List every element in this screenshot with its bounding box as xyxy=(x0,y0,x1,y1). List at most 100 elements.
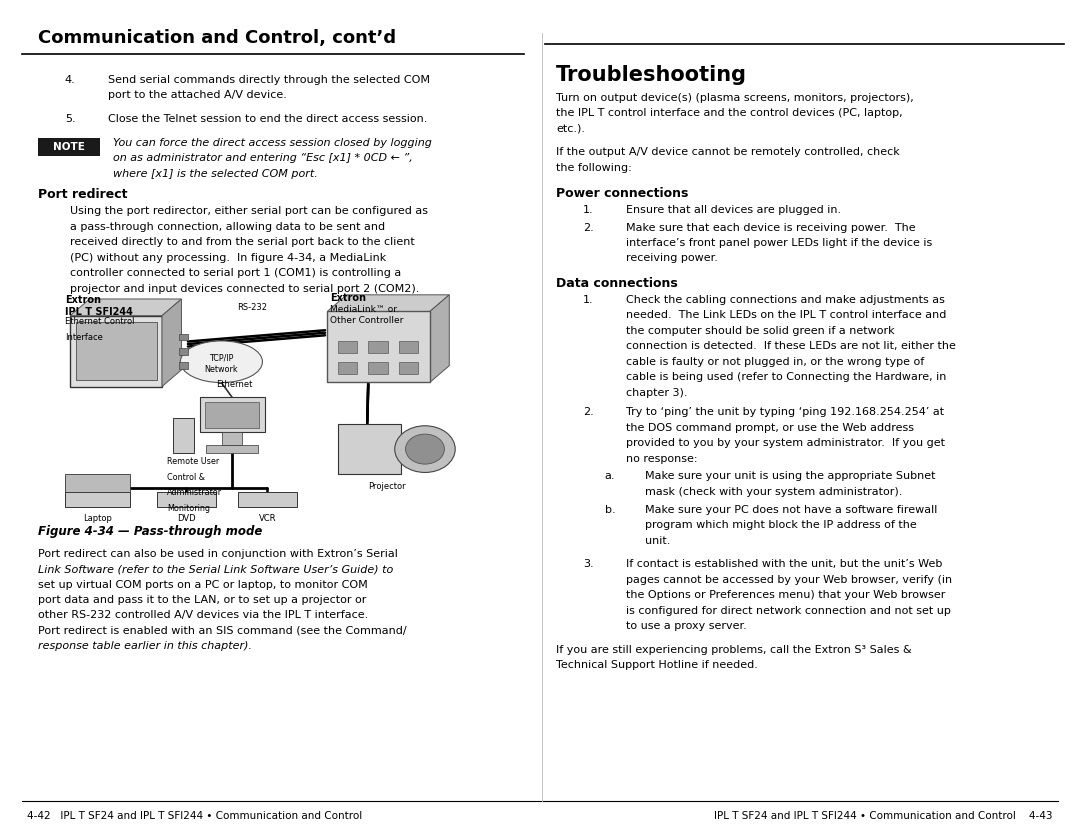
Text: If contact is established with the unit, but the unit’s Web: If contact is established with the unit,… xyxy=(626,560,943,570)
Text: IPL T SF24 and IPL T SFI244 • Communication and Control    4-43: IPL T SF24 and IPL T SFI244 • Communicat… xyxy=(715,811,1053,821)
Text: Other Controller: Other Controller xyxy=(330,315,404,324)
Bar xyxy=(338,424,402,474)
Text: port to the attached A/V device.: port to the attached A/V device. xyxy=(108,90,287,100)
Polygon shape xyxy=(162,299,181,386)
Text: Make sure your PC does not have a software firewall: Make sure your PC does not have a softwa… xyxy=(645,505,937,515)
Bar xyxy=(65,492,130,507)
Text: set up virtual COM ports on a PC or laptop, to monitor COM: set up virtual COM ports on a PC or lapt… xyxy=(38,580,367,590)
Text: a.: a. xyxy=(605,471,616,481)
Text: If you are still experiencing problems, call the Extron S³ Sales &: If you are still experiencing problems, … xyxy=(556,645,912,655)
Polygon shape xyxy=(430,294,449,382)
Text: etc.).: etc.). xyxy=(556,123,585,133)
Text: chapter 3).: chapter 3). xyxy=(626,388,688,398)
Text: 4.: 4. xyxy=(65,75,76,85)
Text: connection is detected.  If these LEDs are not lit, either the: connection is detected. If these LEDs ar… xyxy=(626,341,956,351)
Text: RS-232: RS-232 xyxy=(238,303,268,312)
Text: Try to ‘ping’ the unit by typing ‘ping 192.168.254.254’ at: Try to ‘ping’ the unit by typing ‘ping 1… xyxy=(626,407,945,417)
Text: cable is being used (refer to Connecting the Hardware, in: cable is being used (refer to Connecting… xyxy=(626,372,947,382)
Bar xyxy=(399,340,418,353)
Bar xyxy=(179,362,188,369)
Text: where [x1] is the selected COM port.: where [x1] is the selected COM port. xyxy=(113,168,319,178)
Text: 2.: 2. xyxy=(583,407,594,417)
Text: the following:: the following: xyxy=(556,163,632,173)
Text: Figure 4-34 — Pass-through mode: Figure 4-34 — Pass-through mode xyxy=(38,525,262,538)
Text: Link Software (refer to the Serial Link Software User’s Guide) to: Link Software (refer to the Serial Link … xyxy=(38,564,393,574)
Text: 1.: 1. xyxy=(583,204,594,214)
Text: TCP/IP: TCP/IP xyxy=(210,353,233,362)
Bar xyxy=(205,401,259,428)
Bar xyxy=(157,492,216,507)
Bar xyxy=(179,348,188,354)
Text: NOTE: NOTE xyxy=(53,143,85,152)
Text: Ethernet Control: Ethernet Control xyxy=(65,317,134,326)
Circle shape xyxy=(406,434,445,464)
Text: the IPL T control interface and the control devices (PC, laptop,: the IPL T control interface and the cont… xyxy=(556,108,903,118)
Text: Laptop: Laptop xyxy=(83,514,111,523)
Text: 1.: 1. xyxy=(583,295,594,305)
Bar xyxy=(76,322,157,379)
Text: Ensure that all devices are plugged in.: Ensure that all devices are plugged in. xyxy=(626,204,841,214)
Text: Interface: Interface xyxy=(65,333,103,342)
Text: DVD: DVD xyxy=(177,514,195,523)
Text: Power connections: Power connections xyxy=(556,187,689,199)
Text: Ethernet: Ethernet xyxy=(216,379,253,389)
Bar xyxy=(368,340,388,353)
Polygon shape xyxy=(70,299,181,315)
Text: received directly to and from the serial port back to the client: received directly to and from the serial… xyxy=(70,237,415,247)
Circle shape xyxy=(395,425,456,472)
Text: interface’s front panel power LEDs light if the device is: interface’s front panel power LEDs light… xyxy=(626,238,933,248)
Text: the DOS command prompt, or use the Web address: the DOS command prompt, or use the Web a… xyxy=(626,423,915,433)
Text: (PC) without any processing.  In figure 4-34, a MediaLink: (PC) without any processing. In figure 4… xyxy=(70,253,387,263)
Text: Remote User: Remote User xyxy=(167,457,219,466)
Text: Administrator: Administrator xyxy=(167,488,222,497)
Bar xyxy=(238,492,297,507)
Text: mask (check with your system administrator).: mask (check with your system administrat… xyxy=(645,487,902,497)
Text: Port redirect: Port redirect xyxy=(38,188,127,202)
Text: needed.  The Link LEDs on the IPL T control interface and: needed. The Link LEDs on the IPL T contr… xyxy=(626,310,947,320)
Text: Network: Network xyxy=(204,364,239,374)
Text: Communication and Control, cont’d: Communication and Control, cont’d xyxy=(38,29,396,48)
Bar xyxy=(338,361,357,374)
Text: unit.: unit. xyxy=(645,535,670,545)
Text: a pass-through connection, allowing data to be sent and: a pass-through connection, allowing data… xyxy=(70,222,386,232)
Text: the Options or Preferences menu) that your Web browser: the Options or Preferences menu) that yo… xyxy=(626,590,946,600)
Text: cable is faulty or not plugged in, or the wrong type of: cable is faulty or not plugged in, or th… xyxy=(626,357,924,367)
Text: receiving power.: receiving power. xyxy=(626,254,718,264)
Bar xyxy=(327,311,430,382)
Bar xyxy=(206,445,258,453)
Text: b.: b. xyxy=(605,505,616,515)
Text: IPL T SFI244: IPL T SFI244 xyxy=(65,307,133,317)
Text: If the output A/V device cannot be remotely controlled, check: If the output A/V device cannot be remot… xyxy=(556,148,900,158)
Text: Check the cabling connections and make adjustments as: Check the cabling connections and make a… xyxy=(626,295,945,305)
Bar xyxy=(200,397,265,432)
Text: projector and input devices connected to serial port 2 (COM2).: projector and input devices connected to… xyxy=(70,284,419,294)
Text: is configured for direct network connection and not set up: is configured for direct network connect… xyxy=(626,605,951,615)
Text: Extron: Extron xyxy=(330,293,366,303)
Text: Monitoring: Monitoring xyxy=(167,504,211,513)
Text: 3.: 3. xyxy=(583,560,594,570)
Text: 2.: 2. xyxy=(583,223,594,233)
Text: pages cannot be accessed by your Web browser, verify (in: pages cannot be accessed by your Web bro… xyxy=(626,575,953,585)
Text: to use a proxy server.: to use a proxy server. xyxy=(626,621,747,631)
Text: VCR: VCR xyxy=(258,514,276,523)
Text: Extron: Extron xyxy=(65,294,100,304)
Bar xyxy=(399,361,418,374)
Text: Technical Support Hotline if needed.: Technical Support Hotline if needed. xyxy=(556,661,758,671)
Text: other RS-232 controlled A/V devices via the IPL T interface.: other RS-232 controlled A/V devices via … xyxy=(38,610,368,620)
Text: response table earlier in this chapter).: response table earlier in this chapter). xyxy=(38,641,252,651)
Text: Close the Telnet session to end the direct access session.: Close the Telnet session to end the dire… xyxy=(108,114,428,124)
Bar xyxy=(173,418,194,453)
Bar xyxy=(368,361,388,374)
Text: Port redirect can also be used in conjunction with Extron’s Serial: Port redirect can also be used in conjun… xyxy=(38,549,397,559)
Text: Using the port redirector, either serial port can be configured as: Using the port redirector, either serial… xyxy=(70,206,428,216)
Text: the computer should be solid green if a network: the computer should be solid green if a … xyxy=(626,326,895,336)
Text: 5.: 5. xyxy=(65,114,76,124)
Text: Data connections: Data connections xyxy=(556,277,678,290)
Text: Make sure your unit is using the appropriate Subnet: Make sure your unit is using the appropr… xyxy=(645,471,935,481)
Bar xyxy=(179,334,188,340)
Text: no response:: no response: xyxy=(626,454,698,464)
Bar xyxy=(70,315,162,386)
Text: Projector: Projector xyxy=(368,482,405,491)
Text: 4-42   IPL T SF24 and IPL T SFI244 • Communication and Control: 4-42 IPL T SF24 and IPL T SFI244 • Commu… xyxy=(27,811,362,821)
Ellipse shape xyxy=(180,341,262,383)
